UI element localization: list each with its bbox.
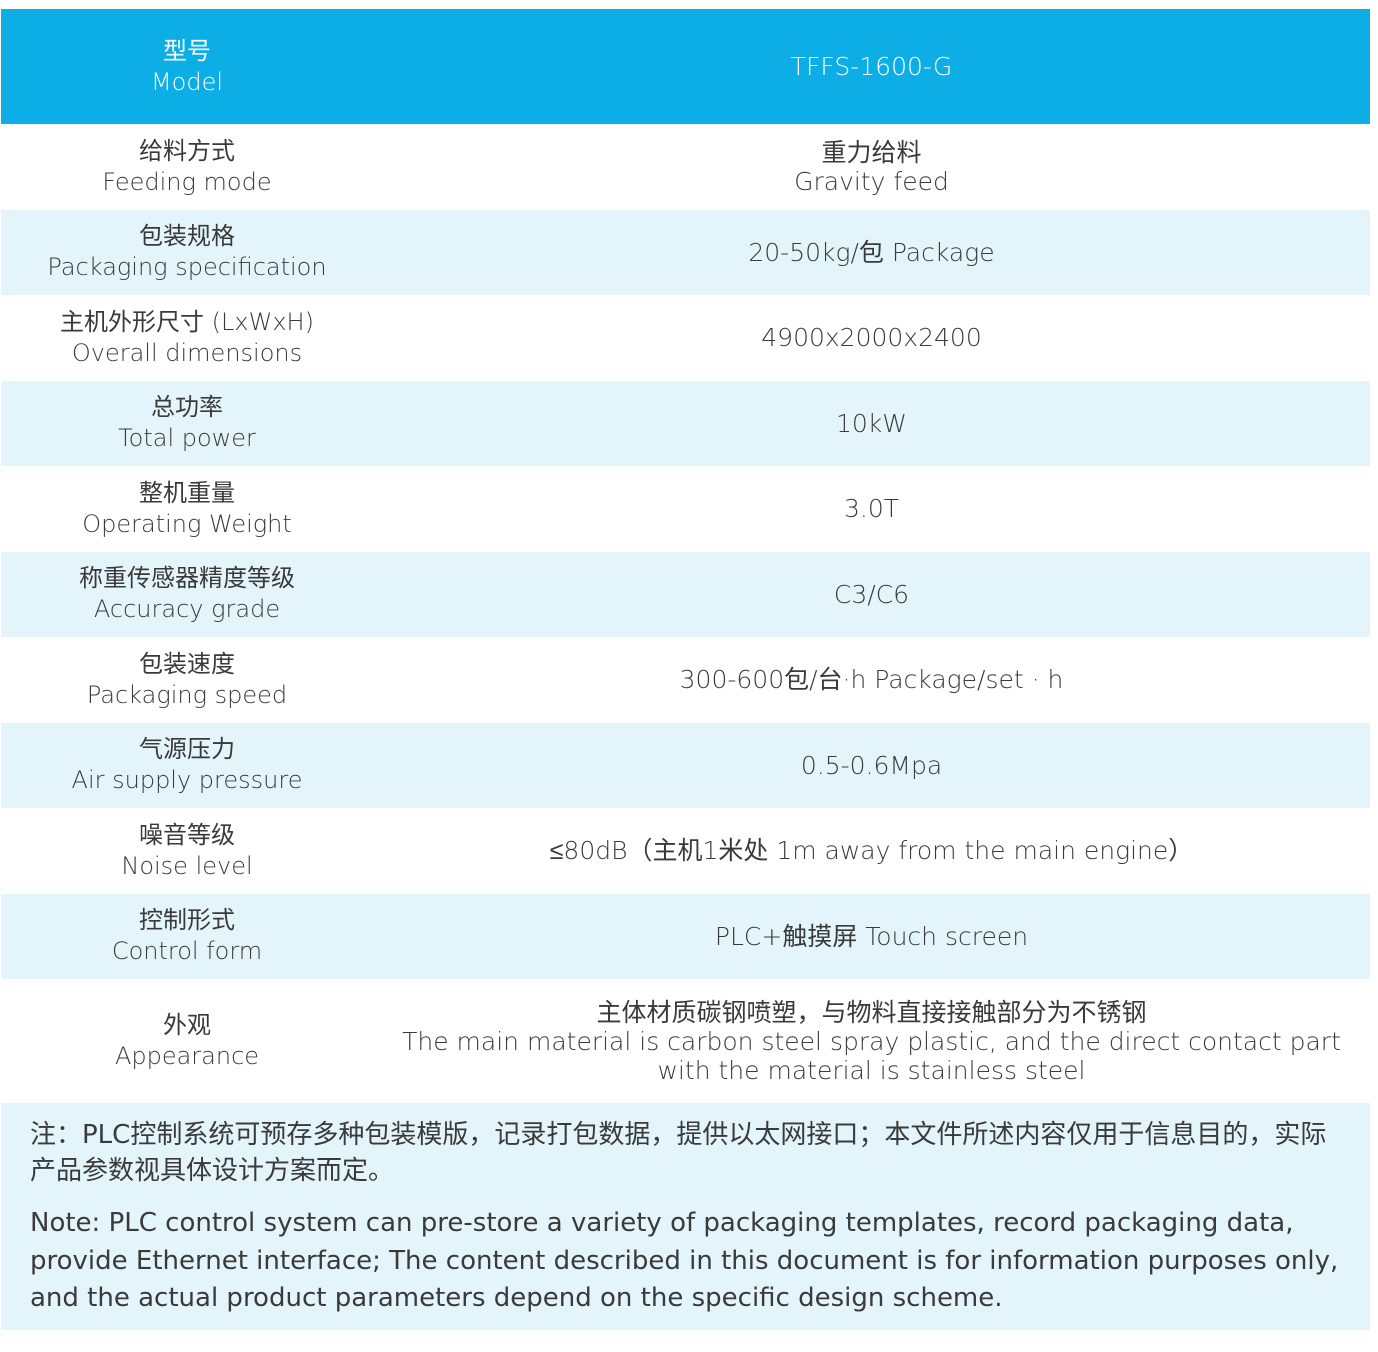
spec-value-line: PLC+触摸屏 Touch screen <box>714 921 1029 951</box>
spec-value-line: 主体材质碳钢喷塑，与物料直接接触部分为不锈钢 <box>596 997 1147 1027</box>
note-zh: 注：PLC控制系统可预存多种包装模版，记录打包数据，提供以太网接口；本文件所述内… <box>30 1120 1327 1186</box>
spec-value-line: 0.5-0.6Mpa <box>800 750 943 780</box>
spec-label-zh: 外观 <box>163 1011 211 1039</box>
spec-value: 4900x2000x2400 <box>373 323 1370 352</box>
table-row: 外观 Appearance 主体材质碳钢喷塑，与物料直接接触部分为不锈钢 The ma… <box>1 979 1370 1103</box>
spec-value-line: The main material is carbon steel spray … <box>402 1026 1341 1056</box>
spec-label: 控制形式 Control form <box>1 905 373 967</box>
spec-value-line: 10kW <box>835 408 907 438</box>
spec-label-zh: 控制形式 <box>139 906 235 935</box>
spec-label: 总功率 Total power <box>1 392 373 454</box>
spec-label-en: Accuracy grade <box>93 595 281 624</box>
spec-label-en: Appearance <box>114 1042 260 1070</box>
spec-label-zh: 总功率 <box>151 393 223 422</box>
spec-value-line: 重力给料 <box>821 137 922 167</box>
spec-value-line: 300-600包/台·h Package/set · h <box>679 665 1064 695</box>
spec-value: 3.0T <box>373 494 1370 523</box>
header-label-zh: 型号 <box>163 36 211 65</box>
spec-label-en: Operating Weight <box>82 509 292 538</box>
spec-label-en: Feeding mode <box>102 167 272 196</box>
spec-label: 外观 Appearance <box>1 1010 373 1072</box>
spec-value-line: ≤80dB（主机1米处 1m away from the main engine… <box>549 836 1194 866</box>
header-label-en: Model <box>150 67 224 96</box>
spec-label: 主机外形尺寸 (LxWxH) Overall dimensions <box>1 307 373 369</box>
spec-label-en: Packaging speed <box>86 680 288 709</box>
spec-value: 300-600包/台·h Package/set · h <box>373 665 1370 694</box>
spec-label-zh: 主机外形尺寸 (LxWxH) <box>60 307 314 336</box>
table-row: 给料方式 Feeding mode 重力给料 Gravity feed <box>1 124 1370 210</box>
spec-value-line: 4900x2000x2400 <box>761 323 982 353</box>
spec-value: 10kW <box>373 409 1370 438</box>
spec-label: 包装速度 Packaging speed <box>1 649 373 711</box>
spec-table: 型号 Model TFFS-1600-G 给料方式 Feeding mode 重力给… <box>1 9 1370 1330</box>
table-row: 气源压力 Air supply pressure 0.5-0.6Mpa <box>1 722 1370 808</box>
table-row: 噪音等级 Noise level ≤80dB（主机1米处 1m away from … <box>1 808 1370 894</box>
table-row: 主机外形尺寸 (LxWxH) Overall dimensions 4900x200… <box>1 295 1370 381</box>
spec-value: C3/C6 <box>373 580 1370 609</box>
spec-label-zh: 整机重量 <box>139 478 235 507</box>
spec-value-line: with the material is stainless steel <box>657 1055 1086 1085</box>
spec-label-en: Overall dimensions <box>71 338 303 367</box>
table-row: 包装规格 Packaging specification 20-50kg/包 Pac… <box>1 209 1370 295</box>
spec-value-line: C3/C6 <box>833 579 910 609</box>
table-row: 称重传感器精度等级 Accuracy grade C3/C6 <box>1 551 1370 637</box>
table-row: 总功率 Total power 10kW <box>1 380 1370 466</box>
table-row: 整机重量 Operating Weight 3.0T <box>1 466 1370 552</box>
spec-value-line: Gravity feed <box>794 166 949 196</box>
spec-value: 20-50kg/包 Package <box>373 238 1370 267</box>
spec-label-zh: 称重传感器精度等级 <box>79 564 295 593</box>
spec-label-en: Packaging specification <box>47 253 327 282</box>
spec-label: 整机重量 Operating Weight <box>1 478 373 540</box>
spec-value: 0.5-0.6Mpa <box>373 751 1370 780</box>
spec-label-en: Noise level <box>121 851 253 880</box>
spec-label: 包装规格 Packaging specification <box>1 221 373 283</box>
spec-label-zh: 包装速度 <box>139 649 235 678</box>
spec-value-line: 20-50kg/包 Package <box>748 237 995 267</box>
table-row: 控制形式 Control form PLC+触摸屏 Touch screen <box>1 893 1370 979</box>
spec-label-zh: 给料方式 <box>139 136 235 165</box>
spec-value: 重力给料 Gravity feed <box>373 138 1370 196</box>
header-label: 型号 Model <box>1 36 373 98</box>
table-header-row: 型号 Model TFFS-1600-G <box>1 9 1370 124</box>
spec-label-zh: 包装规格 <box>139 222 235 251</box>
spec-label-en: Air supply pressure <box>71 766 303 795</box>
spec-label-zh: 噪音等级 <box>139 820 235 849</box>
spec-label: 噪音等级 Noise level <box>1 820 373 882</box>
spec-value: PLC+触摸屏 Touch screen <box>373 922 1370 951</box>
spec-label-zh: 气源压力 <box>139 735 235 764</box>
spec-label: 气源压力 Air supply pressure <box>1 734 373 796</box>
spec-label: 给料方式 Feeding mode <box>1 136 373 198</box>
spec-label-en: Control form <box>111 937 263 966</box>
spec-value: 主体材质碳钢喷塑，与物料直接接触部分为不锈钢 The main material … <box>373 998 1370 1085</box>
spec-label: 称重传感器精度等级 Accuracy grade <box>1 563 373 625</box>
spec-value-line: 3.0T <box>843 494 900 524</box>
note-box: 注：PLC控制系统可预存多种包装模版，记录打包数据，提供以太网接口；本文件所述内… <box>1 1103 1370 1330</box>
header-model-value: TFFS-1600-G <box>790 52 953 81</box>
table-row: 包装速度 Packaging speed 300-600包/台·h Package/… <box>1 637 1370 723</box>
spec-value: ≤80dB（主机1米处 1m away from the main engine… <box>373 836 1370 865</box>
spec-label-en: Total power <box>118 424 256 453</box>
note-en: Note: PLC control system can pre-store a… <box>30 1208 1339 1313</box>
